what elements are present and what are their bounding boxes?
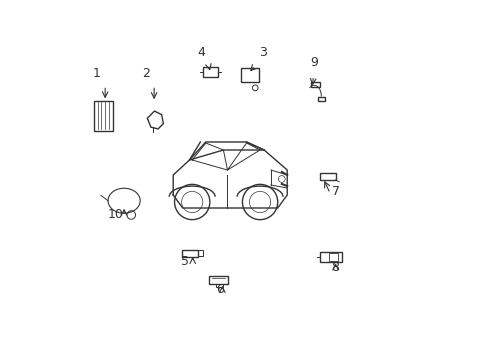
Bar (216, 284, 223, 287)
Text: 3: 3 (259, 46, 267, 59)
Bar (203, 67, 217, 77)
Bar (93, 100, 113, 131)
Text: 8: 8 (331, 261, 339, 274)
Text: 4: 4 (197, 46, 204, 59)
Bar (241, 68, 258, 82)
Bar (182, 250, 198, 257)
Bar (208, 276, 228, 284)
Text: 6: 6 (216, 283, 224, 296)
Text: 2: 2 (142, 67, 150, 80)
Bar (198, 250, 203, 256)
Text: 1: 1 (92, 67, 100, 80)
Text: 5: 5 (181, 255, 188, 267)
Bar (310, 82, 319, 87)
Bar (319, 173, 335, 180)
Bar (320, 252, 341, 262)
Text: 7: 7 (331, 185, 339, 198)
Bar (317, 97, 324, 102)
Text: 9: 9 (309, 56, 318, 69)
Text: 10: 10 (107, 208, 123, 221)
Bar (328, 253, 337, 261)
